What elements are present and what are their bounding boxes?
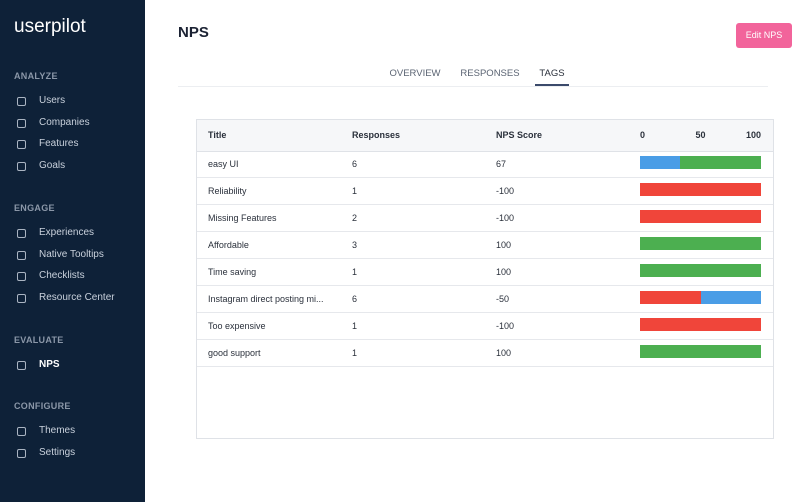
bar-segment	[640, 237, 761, 250]
section-title: ENGAGE	[14, 202, 55, 213]
nav-icon	[17, 97, 26, 106]
table-cell: -50	[496, 294, 510, 304]
nav-icon	[17, 272, 26, 282]
table-cell: 3	[352, 240, 358, 250]
tab[interactable]: TAGS	[539, 68, 565, 79]
bar-segment	[700, 291, 761, 304]
table-cell: good support	[208, 348, 261, 358]
row-divider	[197, 339, 773, 340]
table-cell: 1	[352, 267, 358, 277]
tab-divider	[178, 86, 768, 87]
page-title: NPS	[178, 24, 209, 41]
scale-tick: 100	[745, 130, 761, 140]
table-cell: 100	[496, 267, 512, 277]
nav-item[interactable]: NPS	[39, 358, 60, 370]
logo[interactable]: userpilot	[14, 16, 86, 37]
table-cell: 1	[352, 186, 358, 196]
nav-icon	[17, 228, 26, 238]
tab-underline	[535, 84, 569, 86]
nav-icon	[17, 449, 26, 458]
table-cell: Time saving	[208, 267, 257, 277]
nav-icon	[17, 118, 26, 128]
section-title: ANALYZE	[14, 71, 58, 81]
bar-segment	[640, 291, 701, 304]
nav-item[interactable]: Checklists	[39, 270, 85, 282]
table-cell: Too expensive	[208, 321, 266, 331]
nav-item[interactable]: Companies	[39, 116, 90, 128]
section-title: CONFIGURE	[14, 401, 71, 412]
column-header: Responses	[352, 130, 401, 140]
scale-tick: 50	[695, 130, 706, 140]
table-cell: 1	[352, 348, 358, 358]
nav-item[interactable]: Settings	[39, 447, 76, 458]
tab[interactable]: OVERVIEW	[389, 68, 441, 79]
table-cell: Missing Features	[208, 213, 277, 223]
row-divider	[197, 204, 773, 205]
table-cell: 100	[496, 240, 512, 250]
bar-segment	[640, 156, 680, 169]
bar-segment	[640, 183, 761, 196]
column-header: Title	[208, 130, 227, 140]
column-header: NPS Score	[496, 130, 543, 140]
table-cell: 100	[496, 348, 512, 358]
table-cell: -100	[496, 213, 515, 223]
table-cell: 6	[352, 294, 358, 304]
row-divider	[197, 258, 773, 259]
bar-segment	[640, 345, 761, 358]
table-cell: easy UI	[208, 159, 239, 169]
nav-item[interactable]: Experiences	[39, 226, 95, 238]
row-divider	[197, 366, 773, 367]
table-cell: Instagram direct posting mi...	[208, 294, 324, 304]
nav-item[interactable]: Native Tooltips	[39, 248, 104, 260]
nav-item[interactable]: Users	[39, 95, 66, 106]
nav-icon	[17, 293, 26, 303]
table-cell: 1	[352, 321, 358, 331]
scale-tick: 0	[640, 130, 646, 140]
nav-icon	[17, 140, 26, 150]
row-divider	[197, 285, 773, 286]
table-header	[197, 120, 773, 152]
row-divider	[197, 312, 773, 313]
table: Title Responses NPS Score 0 50 100 easy UI 6 67 R…	[196, 119, 774, 439]
edit-button[interactable]: Edit NPS	[736, 23, 792, 48]
row-divider	[197, 177, 773, 178]
table-cell: 2	[352, 213, 358, 223]
sidebar: userpilot ANALYZE Users Companies Features G…	[0, 0, 145, 502]
bar-segment	[640, 264, 761, 277]
table-cell: Affordable	[208, 240, 249, 250]
bar-segment	[640, 318, 761, 331]
nav-icon	[17, 427, 26, 437]
table-cell: 6	[352, 159, 358, 169]
nav-item[interactable]: Themes	[39, 425, 76, 437]
table-cell: Reliability	[208, 186, 247, 196]
nav-icon	[17, 162, 26, 172]
nav-icon	[17, 250, 26, 260]
tab[interactable]: RESPONSES	[460, 68, 520, 79]
table-cell: -100	[496, 321, 515, 331]
section-title: EVALUATE	[14, 334, 64, 345]
nav-item[interactable]: Goals	[39, 160, 66, 172]
nav-item[interactable]: Resource Center	[39, 291, 115, 303]
nav-item[interactable]: Features	[39, 138, 79, 150]
nav-icon	[17, 360, 26, 370]
table-cell: -100	[496, 186, 515, 196]
bar-segment	[679, 156, 761, 169]
table-cell: 67	[496, 159, 507, 169]
row-divider	[197, 231, 773, 232]
bar-segment	[640, 210, 761, 223]
